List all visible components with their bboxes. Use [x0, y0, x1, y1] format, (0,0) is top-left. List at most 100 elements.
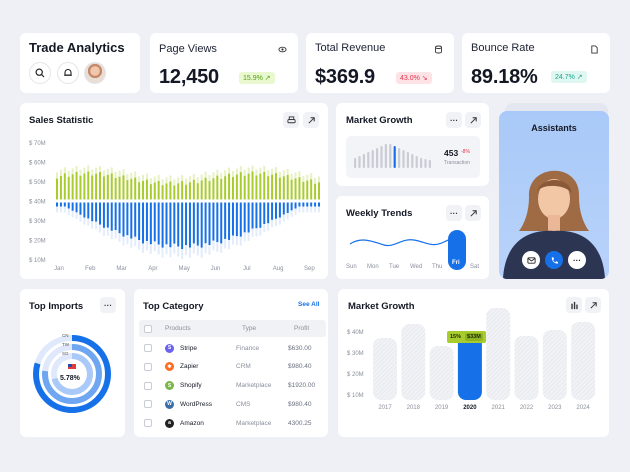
- notifications-button[interactable]: [57, 62, 79, 84]
- expand-button[interactable]: [303, 112, 319, 128]
- growth-bar[interactable]: [401, 324, 426, 400]
- row-checkbox[interactable]: [144, 400, 152, 409]
- sales-bar-shadow: [314, 177, 317, 184]
- select-all-checkbox[interactable]: [144, 324, 152, 333]
- growth-bar[interactable]: [429, 346, 454, 400]
- y-tick-label: $ 20M: [347, 372, 364, 378]
- expand-button[interactable]: [465, 205, 481, 221]
- see-all-link[interactable]: See All: [298, 301, 320, 308]
- growth-bar-active[interactable]: [457, 334, 482, 400]
- sales-bar-negative: [161, 202, 164, 248]
- table-row[interactable]: ✱ Zapier CRM $980.40: [139, 358, 321, 376]
- sales-bar-negative: [212, 202, 215, 241]
- tooltip-pct: 15%: [450, 334, 462, 340]
- sales-bar-shadow: [165, 244, 168, 255]
- sales-bar-positive: [298, 177, 301, 200]
- growth-bar[interactable]: [486, 308, 511, 400]
- sales-bar-shadow: [247, 167, 250, 174]
- card-title: Top Category: [143, 301, 204, 312]
- stat-badge: 43.0% ↘: [396, 72, 432, 84]
- sales-bar-shadow: [79, 214, 82, 222]
- growth-bar[interactable]: [514, 336, 539, 400]
- market-growth-chart: $ 40M $ 30M $ 20M $ 10M 2017 2018 2019 2020 2021…: [347, 308, 596, 411]
- table-row[interactable]: W WordPress CMS $980.40: [139, 395, 321, 413]
- sales-bar-positive: [224, 176, 227, 200]
- sales-bar-shadow: [212, 240, 215, 251]
- sales-bar-negative: [173, 202, 176, 244]
- sales-bar-positive: [306, 180, 309, 200]
- more-options-button[interactable]: ···: [568, 251, 586, 269]
- sales-bar-shadow: [110, 230, 113, 240]
- expand-button[interactable]: [585, 297, 601, 313]
- sales-bar-positive: [278, 177, 281, 200]
- sales-bar-positive: [212, 178, 215, 200]
- growth-bar[interactable]: [571, 322, 596, 400]
- sales-bar-shadow: [259, 167, 262, 174]
- transaction-caption: Transaction: [444, 160, 470, 166]
- sales-bar-shadow: [169, 247, 172, 258]
- search-icon: [35, 68, 45, 78]
- sales-bar-shadow: [87, 165, 90, 172]
- card-title: Market Growth: [346, 115, 413, 126]
- sales-bar-positive: [192, 179, 195, 200]
- table-row[interactable]: S Stripe Finance $630.00: [139, 339, 321, 357]
- sales-bar-positive: [235, 174, 238, 200]
- sales-bar-shadow: [102, 227, 105, 236]
- call-button[interactable]: [545, 251, 563, 269]
- growth-bar[interactable]: [373, 338, 397, 400]
- sales-bar-shadow: [114, 171, 117, 178]
- arrow-up-right-icon: [469, 209, 477, 217]
- row-checkbox[interactable]: [144, 381, 152, 390]
- sales-bar-positive: [114, 177, 117, 200]
- export-button[interactable]: [586, 41, 602, 57]
- stat-card-bounce-rate: Bounce Rate 89.18% 24.7% ↗: [462, 33, 610, 93]
- more-button[interactable]: ···: [446, 205, 462, 221]
- sales-bar-negative: [181, 202, 184, 250]
- sales-bar-shadow: [145, 240, 148, 251]
- sales-bar-negative: [278, 202, 281, 218]
- sales-bar-negative: [71, 202, 74, 211]
- sales-bar-shadow: [306, 206, 309, 213]
- market-growth-small-card: Market Growth ··· 453 -8% Transaction: [336, 103, 489, 186]
- sales-bar-positive: [188, 182, 191, 200]
- sales-bar-shadow: [200, 174, 203, 181]
- sales-bar-shadow: [224, 238, 227, 249]
- sales-bar-positive: [134, 177, 137, 200]
- eye-button[interactable]: [274, 41, 290, 57]
- search-button[interactable]: [29, 62, 51, 84]
- sales-bar-shadow: [59, 169, 62, 176]
- transaction-bar: [402, 150, 405, 168]
- row-checkbox[interactable]: [144, 362, 152, 371]
- email-button[interactable]: [522, 251, 540, 269]
- growth-bar[interactable]: [542, 330, 567, 400]
- sales-bar-shadow: [157, 244, 160, 255]
- transaction-bar: [424, 159, 427, 168]
- sales-bar-shadow: [185, 178, 188, 185]
- sales-bar-negative: [290, 202, 293, 211]
- sales-bar-shadow: [134, 171, 137, 178]
- sales-bar-shadow: [161, 247, 164, 258]
- sales-bar-shadow: [99, 166, 102, 173]
- stat-label: Page Views: [159, 43, 217, 55]
- x-tick-label: 2024: [576, 405, 590, 411]
- sales-bar-shadow: [79, 169, 82, 176]
- expand-button[interactable]: [465, 112, 481, 128]
- row-checkbox[interactable]: [144, 344, 152, 352]
- sales-bar-negative: [79, 202, 82, 215]
- table-row[interactable]: S Shopify Marketplace $1920.00: [139, 377, 321, 395]
- row-checkbox[interactable]: [144, 419, 152, 428]
- product-profit: $630.00: [288, 344, 312, 352]
- database-button[interactable]: [430, 41, 446, 57]
- table-row[interactable]: a Amazon Marketplace 4300.25: [139, 414, 321, 432]
- more-button[interactable]: ···: [446, 112, 462, 128]
- product-name: Amazon: [180, 419, 204, 427]
- avatar[interactable]: [84, 62, 106, 84]
- bar-chart-button[interactable]: [566, 297, 582, 313]
- transaction-change: -8%: [461, 149, 470, 155]
- growth-tooltip: 15% $33M: [447, 331, 486, 343]
- print-button[interactable]: [283, 112, 299, 128]
- more-button[interactable]: ···: [100, 297, 116, 313]
- sales-bar-shadow: [196, 177, 199, 184]
- sales-bar-shadow: [114, 230, 117, 239]
- database-icon: [434, 45, 442, 53]
